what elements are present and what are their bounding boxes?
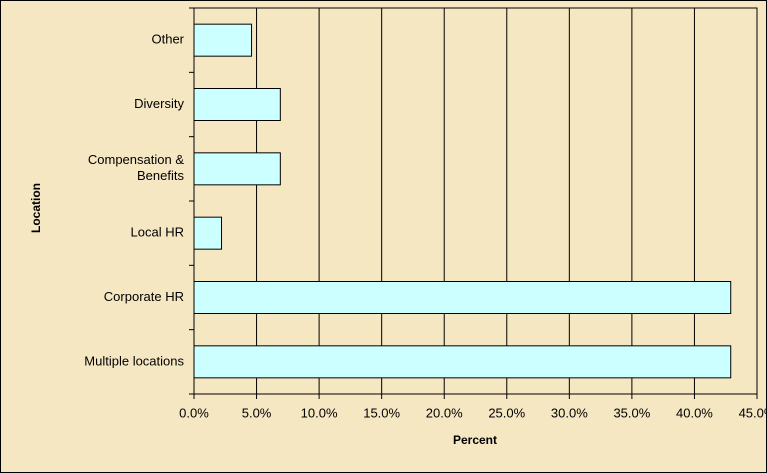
x-tick-label: 35.0% xyxy=(613,405,650,420)
x-tick-label: 10.0% xyxy=(301,405,338,420)
y-tick-label: Local HR xyxy=(131,225,184,240)
y-tick-label: Diversity xyxy=(134,96,184,111)
x-tick-label: 0.0% xyxy=(179,405,209,420)
bar xyxy=(193,216,223,250)
y-tick-label: Corporate HR xyxy=(104,289,184,304)
x-tick-label: 45.0% xyxy=(739,405,767,420)
x-tick-label: 5.0% xyxy=(242,405,272,420)
bar xyxy=(193,152,281,186)
x-tick-label: 20.0% xyxy=(426,405,463,420)
x-axis-label: Percent xyxy=(453,433,497,447)
y-tick-label: Compensation & Benefits xyxy=(88,152,185,183)
x-tick-label: 30.0% xyxy=(551,405,588,420)
x-tick-label: 40.0% xyxy=(676,405,713,420)
bar xyxy=(193,23,253,57)
x-tick-label: 25.0% xyxy=(488,405,525,420)
bar xyxy=(193,345,732,379)
bar xyxy=(193,281,732,314)
bar xyxy=(193,88,281,121)
y-tick-label: Other xyxy=(151,32,184,47)
y-axis-label: Location xyxy=(29,183,43,233)
x-tick-label: 15.0% xyxy=(363,405,400,420)
y-tick-label: Multiple locations xyxy=(84,353,184,368)
